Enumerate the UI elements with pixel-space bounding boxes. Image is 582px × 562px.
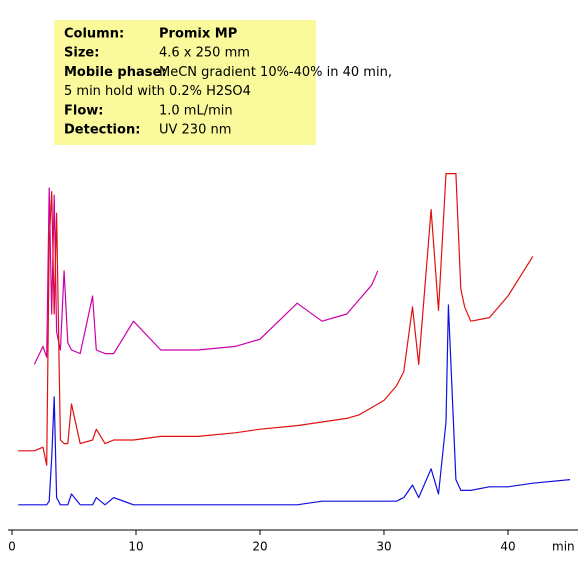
trace [33,187,379,365]
trace [18,304,571,506]
x-tick-label: 20 [252,540,267,554]
x-axis-label: min [552,540,575,554]
info-label: Column: [64,27,124,42]
info-box [54,20,316,145]
x-tick-label: 0 [8,540,16,554]
info-value: UV 230 nm [159,123,231,138]
info-label: Size: [64,46,99,61]
info-label: Detection: [64,123,140,138]
x-tick-label: 10 [128,540,143,554]
info-value: MeCN gradient 10%-40% in 40 min, [159,65,392,80]
trace [18,173,534,466]
x-tick-label: 30 [376,540,391,554]
info-value: Promix MP [159,27,237,42]
info-text: Column: Promix MP Size: 4.6 x 250 mm Mobile … [64,27,392,138]
info-value: 5 min hold with 0.2% H2SO4 [64,84,251,99]
info-value: 1.0 mL/min [159,103,233,118]
info-label: Mobile phase: [64,65,167,80]
info-value: 4.6 x 250 mm [159,46,250,61]
x-tick-label: 40 [500,540,515,554]
info-label: Flow: [64,103,103,118]
